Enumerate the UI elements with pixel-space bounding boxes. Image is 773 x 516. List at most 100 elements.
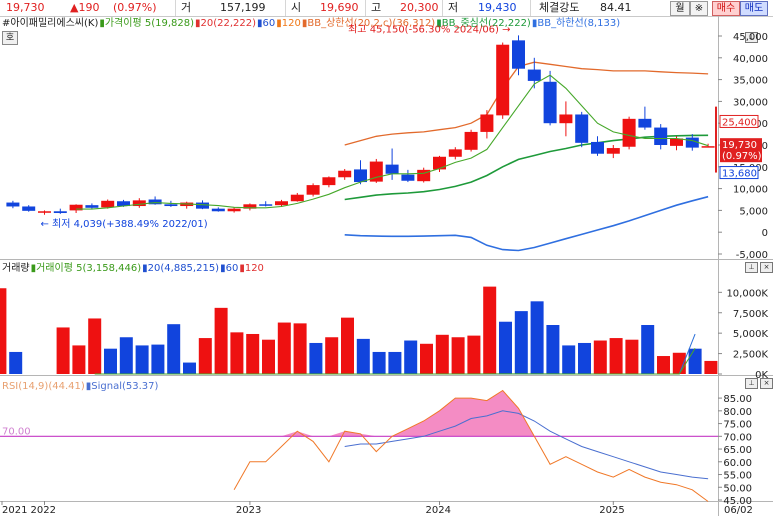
pane-divider <box>0 375 773 376</box>
current-price-pct-label: (0.97%) <box>722 151 762 162</box>
ho-button[interactable]: 호 <box>2 31 18 45</box>
candle-down <box>654 127 668 145</box>
candle-down <box>638 118 652 128</box>
rsi-y-tick-label: 65.00 <box>723 445 752 456</box>
volume-bar <box>609 338 623 374</box>
x-axis-label: 2025 <box>599 505 624 516</box>
volume-label: 거 <box>181 1 192 14</box>
open-value: 19,690 <box>320 1 359 14</box>
candle-down <box>53 211 67 214</box>
volume-bar <box>214 307 228 374</box>
bb-upper-line <box>344 61 709 146</box>
low-value: 19,430 <box>478 1 517 14</box>
y-axis-divider <box>718 16 719 516</box>
candle-up <box>275 201 288 206</box>
volume-bar <box>641 325 655 374</box>
rsi-y-tick-label: 80.00 <box>723 407 752 418</box>
candle-down <box>211 208 225 212</box>
candle-up <box>480 114 494 132</box>
pane-divider <box>0 501 773 502</box>
volume-bar <box>451 337 465 374</box>
settings-button[interactable]: ※ <box>690 1 708 16</box>
low-cell: 저 <box>442 0 473 16</box>
volume-bar <box>467 335 481 374</box>
volume-bar <box>420 343 433 374</box>
quote-header: 19,730 ▲190 (0.97%) 거 157,199 시 19,690 고… <box>0 0 773 17</box>
candle-down <box>385 164 399 174</box>
volume-bar <box>309 342 323 374</box>
candle-up <box>606 148 620 154</box>
volume-bar <box>9 351 23 374</box>
open-cell: 시 <box>285 0 316 16</box>
volume-bar <box>325 337 339 374</box>
volume-bar <box>388 351 402 374</box>
volume-y-tick-label: 0K <box>755 370 768 381</box>
x-axis-label: 2023 <box>236 505 261 516</box>
volume-legend-item: 거래량 <box>2 263 30 274</box>
volume-bar <box>135 345 149 374</box>
volume-bar <box>578 342 591 374</box>
price-y-tick-label: 40,000 <box>733 54 768 65</box>
candle-down <box>6 202 20 207</box>
rsi-legend: RSI(14,9)(44.41)▮Signal(53.37) <box>2 381 159 393</box>
x-axis-end-label: 06/02 <box>724 505 753 516</box>
volume-legend-item: ▮거래이평 5(3,158,446) <box>30 263 142 274</box>
volume-bar <box>372 351 386 374</box>
volume-bar <box>167 324 181 374</box>
volume-bar <box>593 340 607 374</box>
current-price-tag-label: 19,730 <box>722 140 757 151</box>
price-change: ▲190 <box>70 1 100 14</box>
period-button[interactable]: 월 <box>670 1 690 16</box>
upper-price-tag-label: 25,400 <box>722 117 757 128</box>
volume-y-tick-label: 2,500K <box>733 350 769 361</box>
strength-cell: 체결강도 <box>530 0 591 16</box>
candle-down <box>401 174 415 181</box>
current-price: 19,730 <box>6 1 45 14</box>
candle-up <box>227 208 241 212</box>
volume-legend-item: ▮120 <box>239 263 264 274</box>
volume-legend: 거래량▮거래이평 5(3,158,446)▮20(4,885,215)▮60▮1… <box>2 263 265 275</box>
candle-up <box>306 185 320 195</box>
price-legend-item: ▮BB_하한선(8,133) <box>531 18 621 29</box>
candle-down <box>117 201 130 207</box>
candle-up <box>290 194 304 202</box>
candle-up <box>243 204 257 209</box>
volume-y-tick-label: 7,500K <box>733 309 769 320</box>
bb-lower-line <box>344 195 709 252</box>
candle-up <box>132 200 146 207</box>
volume-bar <box>356 338 370 374</box>
candle-up <box>559 114 573 124</box>
candle-up <box>496 44 510 116</box>
rsi-y-tick-label: 70.00 <box>723 432 752 443</box>
price-legend-item: ▮가격이평 5(19,828) <box>99 18 194 29</box>
price-legend-item: ▮60 <box>257 18 276 29</box>
candle-up <box>417 169 431 182</box>
volume-value: 157,199 <box>220 1 266 14</box>
strength-value: 84.41 <box>600 1 632 14</box>
lower-price-tag-label: 13,680 <box>722 169 757 180</box>
candle-up <box>433 156 446 170</box>
price-y-tick-label: 5,000 <box>739 206 768 217</box>
volume-bar <box>293 323 307 374</box>
volume-bar <box>704 360 718 374</box>
pane-divider <box>0 259 773 260</box>
volume-bar <box>88 318 102 374</box>
volume-ma5-line <box>94 347 696 375</box>
volume-bar <box>183 362 196 374</box>
candle-down <box>527 69 541 81</box>
sell-button[interactable]: 매도 <box>740 1 768 16</box>
volume-legend-item: ▮60 <box>220 263 239 274</box>
candle-down <box>85 205 99 208</box>
rsi-pane-resize-icon[interactable]: ⊥ <box>745 378 758 389</box>
rsi-y-tick-label: 50.00 <box>723 483 752 494</box>
candle-down <box>543 81 557 124</box>
price-pane-resize-icon[interactable]: ⊥ <box>745 32 758 43</box>
x-axis-label: 2022 <box>31 505 56 516</box>
volume-bar <box>151 344 165 374</box>
volume-bar <box>104 348 117 374</box>
price-y-tick-label: 10,000 <box>733 185 768 196</box>
buy-button[interactable]: 매수 <box>712 1 740 16</box>
volume-pane-resize-icon[interactable]: ⊥ <box>745 262 758 273</box>
high-label: 고 <box>371 1 382 14</box>
